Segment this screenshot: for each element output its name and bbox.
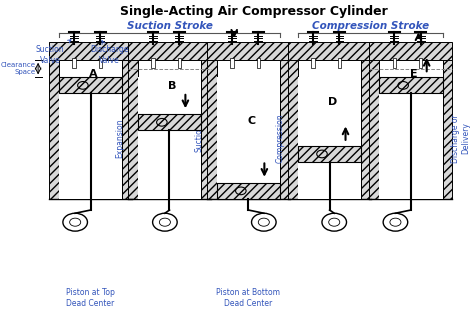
Text: Suction Stroke: Suction Stroke	[127, 21, 212, 31]
Bar	[298, 77, 362, 146]
Bar	[137, 77, 201, 114]
Text: E: E	[410, 69, 418, 79]
Text: A: A	[90, 69, 98, 79]
Bar	[73, 58, 76, 68]
Bar	[217, 183, 280, 199]
Bar	[137, 60, 201, 77]
Bar	[379, 93, 443, 199]
Bar	[137, 130, 201, 199]
Bar	[369, 60, 379, 199]
Bar	[338, 58, 341, 68]
Text: Discharge or
Delivery: Discharge or Delivery	[451, 114, 471, 162]
Bar	[151, 58, 155, 68]
Text: B: B	[168, 81, 177, 91]
Text: Suction: Suction	[195, 124, 204, 152]
Bar	[59, 93, 122, 199]
Bar	[298, 162, 362, 199]
Text: Clearance
Space: Clearance Space	[1, 62, 36, 75]
Bar	[369, 42, 452, 60]
Text: Suction
Valve: Suction Valve	[36, 40, 71, 65]
Text: Piston at Bottom
Dead Center: Piston at Bottom Dead Center	[217, 288, 281, 308]
Bar	[311, 58, 315, 68]
Bar	[419, 58, 422, 68]
Text: Compression: Compression	[276, 113, 285, 163]
Bar	[298, 60, 362, 77]
Bar	[59, 77, 122, 93]
Bar	[137, 114, 201, 130]
Bar	[230, 58, 234, 68]
Bar	[128, 60, 137, 199]
Bar	[207, 42, 290, 60]
Bar	[201, 60, 211, 199]
Bar	[288, 60, 298, 199]
Bar	[217, 60, 280, 77]
Bar	[256, 58, 260, 68]
Bar	[362, 60, 371, 199]
Bar	[443, 60, 452, 199]
Bar	[379, 77, 443, 93]
Bar	[288, 42, 371, 60]
Bar	[122, 60, 132, 199]
Text: D: D	[328, 97, 337, 107]
Text: Discharge
Valve: Discharge Valve	[90, 40, 128, 65]
Bar	[280, 60, 290, 199]
Bar	[99, 58, 102, 68]
Bar	[392, 58, 396, 68]
Bar	[379, 60, 443, 77]
Bar	[59, 60, 122, 77]
Bar	[49, 60, 59, 199]
Bar	[128, 42, 211, 60]
Text: C: C	[247, 116, 255, 126]
Text: Compression Stroke: Compression Stroke	[311, 21, 429, 31]
Bar	[49, 42, 132, 60]
Text: Expansion: Expansion	[116, 118, 125, 158]
Text: Single-Acting Air Compressor Cylinder: Single-Acting Air Compressor Cylinder	[120, 5, 388, 19]
Bar	[298, 146, 362, 162]
Bar	[207, 60, 217, 199]
Bar	[217, 77, 280, 183]
Bar	[178, 58, 181, 68]
Text: Piston at Top
Dead Center: Piston at Top Dead Center	[66, 288, 115, 308]
